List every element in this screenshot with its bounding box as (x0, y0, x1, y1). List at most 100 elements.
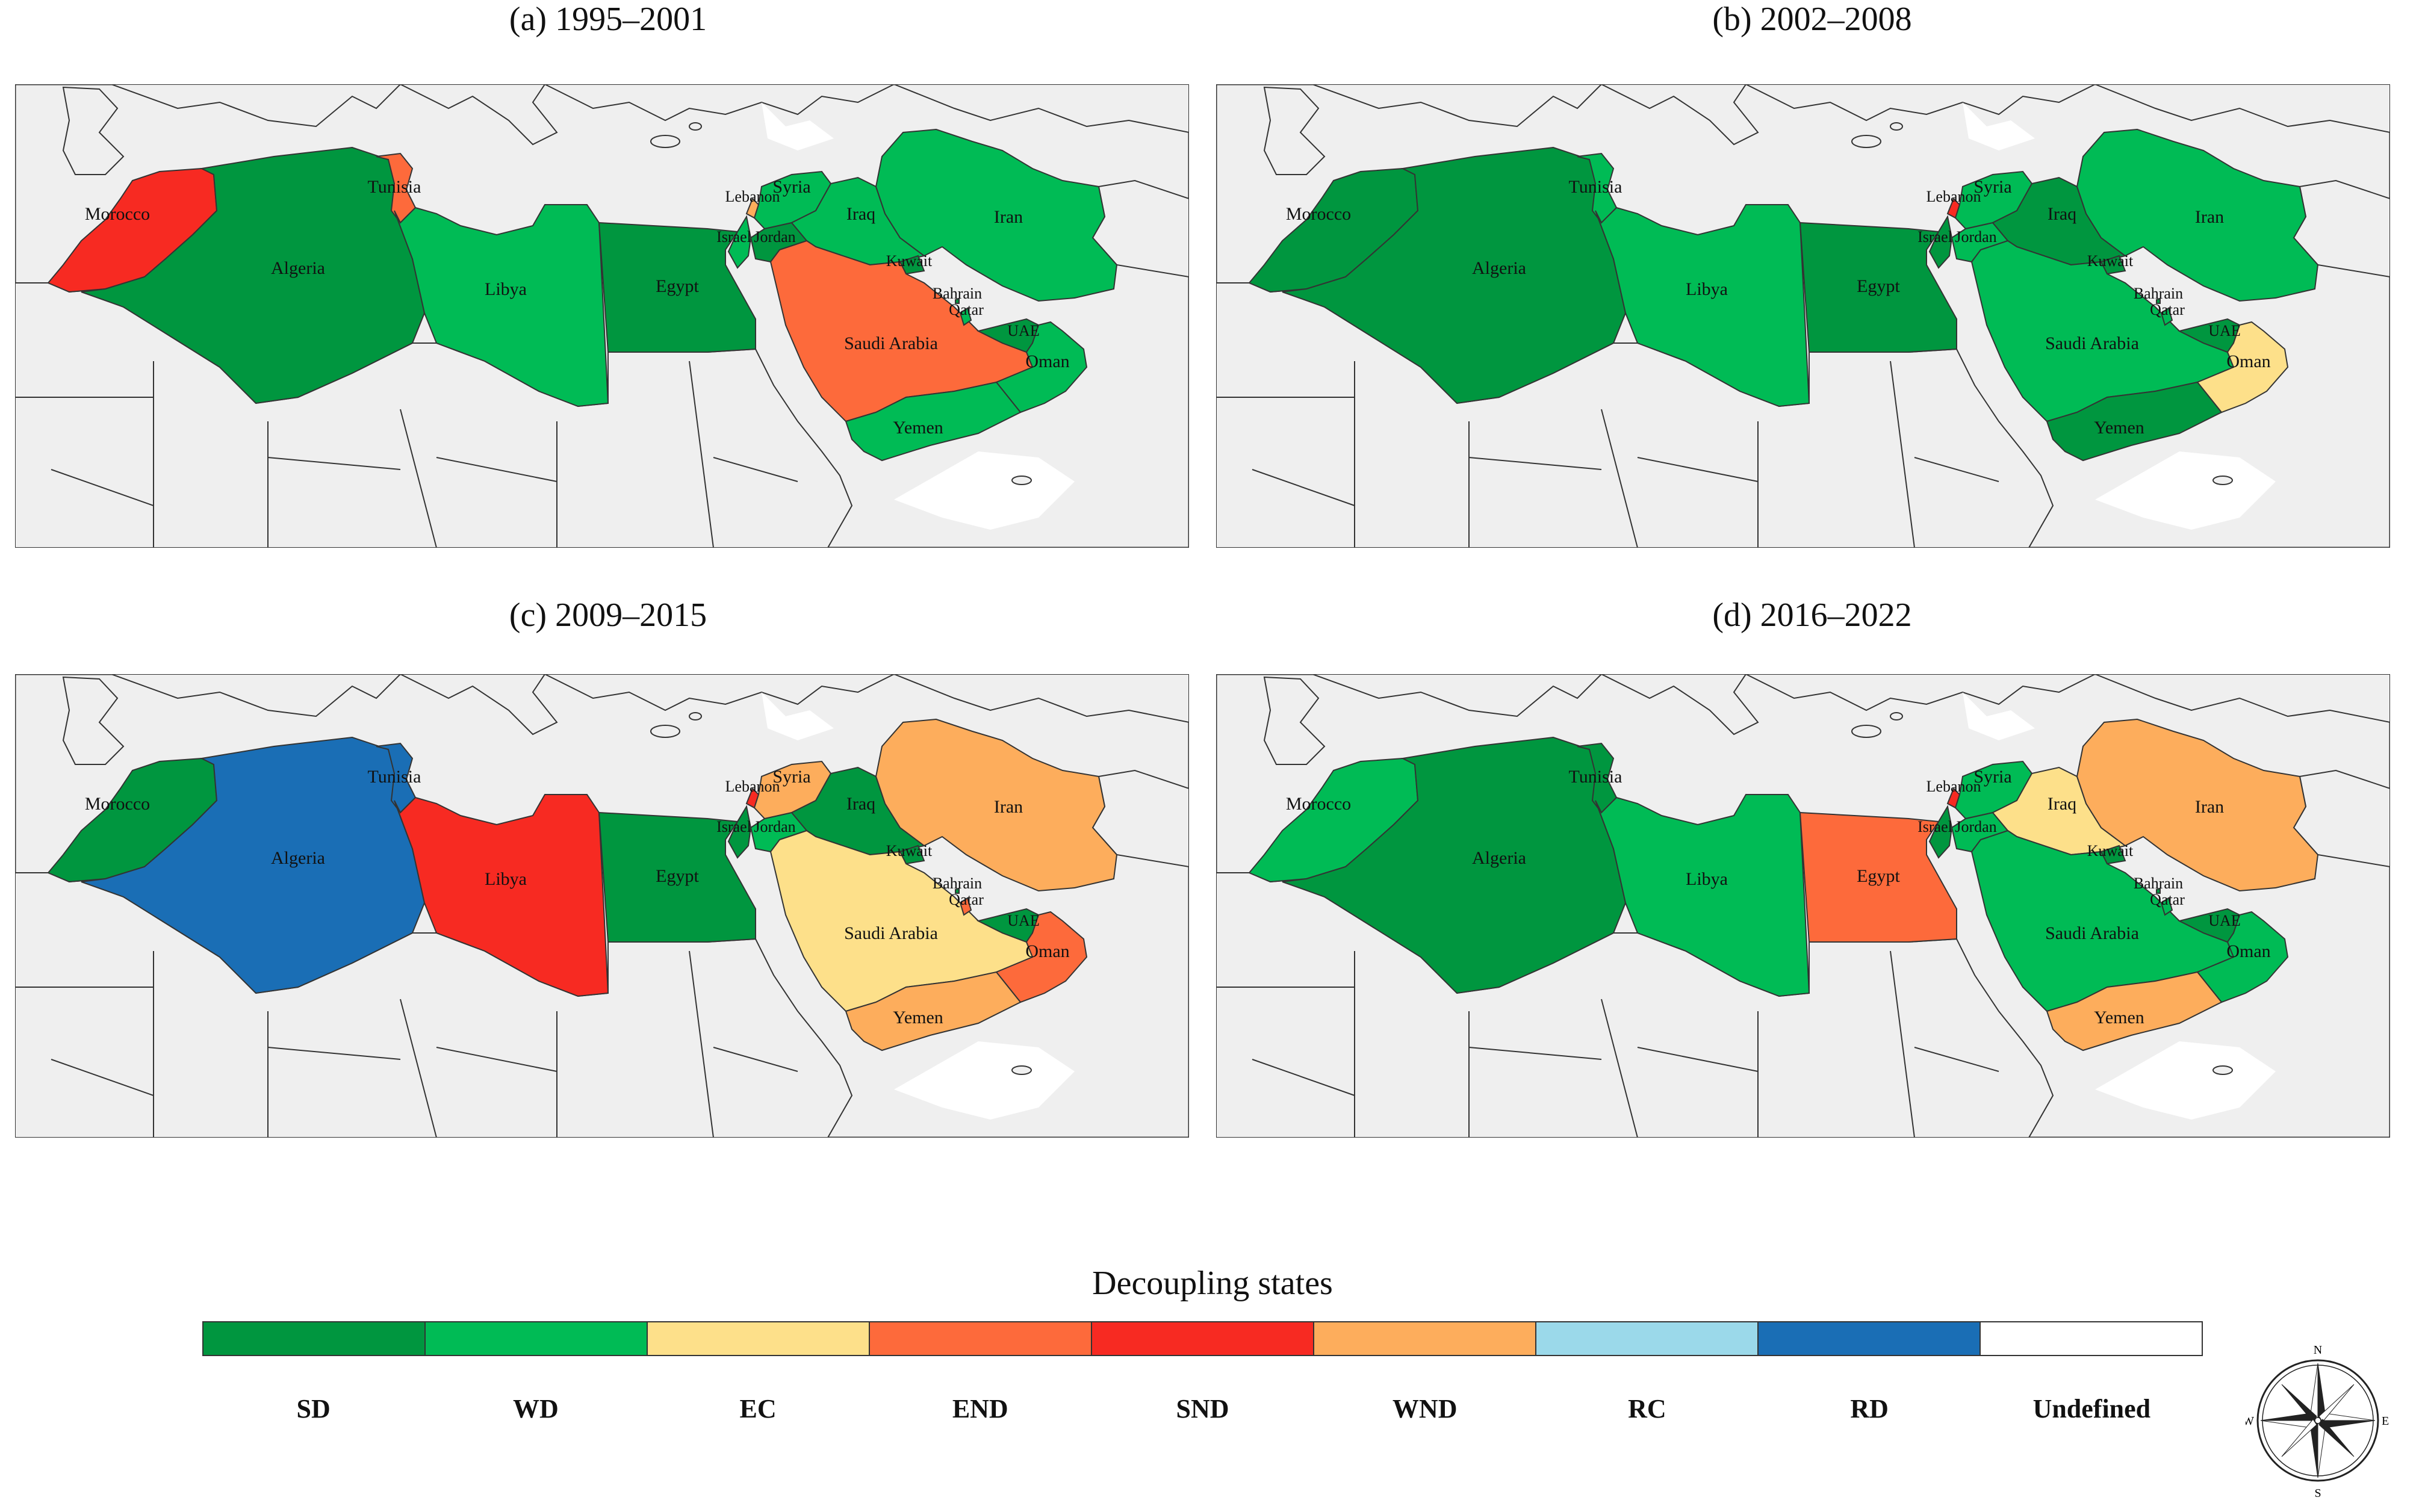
country-label-lebanon: Lebanon (1927, 778, 1981, 795)
country-label-jordan: Jordan (1955, 818, 1996, 835)
country-label-bahrain: Bahrain (933, 285, 982, 302)
country-label-israel: Israel (1917, 818, 1952, 835)
legend-swatch-wnd (1314, 1322, 1536, 1355)
country-bahrain (2156, 887, 2161, 894)
country-egypt (598, 222, 756, 353)
country-label-iran: Iran (994, 207, 1023, 227)
legend-label-undefined: Undefined (2032, 1394, 2151, 1424)
compass-rose-icon: N S E W (2243, 1339, 2390, 1502)
country-iran (875, 128, 1118, 302)
country-label-oman: Oman (2226, 352, 2270, 371)
panel-title-a: (a) 1995–2001 (509, 1, 707, 38)
country-label-kuwait: Kuwait (886, 842, 933, 860)
panel-title-d: (d) 2016–2022 (1712, 596, 1912, 634)
country-label-egypt: Egypt (656, 276, 699, 296)
legend-labels: SD WD EC END SND WND RC RD Undefined (202, 1393, 2203, 1424)
country-label-iraq: Iraq (2048, 204, 2076, 224)
compass-w-label: W (2246, 1414, 2254, 1428)
country-label-jordan: Jordan (754, 228, 795, 246)
country-label-libya: Libya (485, 869, 527, 889)
map-panel-a: Morocco Algeria Tunisia Libya Egypt Israel Leb… (15, 84, 1189, 548)
compass-s-label: S (2314, 1487, 2321, 1500)
country-label-saudi-arabia: Saudi Arabia (844, 333, 938, 353)
map-panel-c: Morocco Algeria Tunisia Libya Egypt Israel Leb… (15, 674, 1189, 1138)
country-label-uae: UAE (2208, 322, 2240, 339)
country-label-saudi-arabia: Saudi Arabia (2045, 923, 2139, 943)
country-label-lebanon: Lebanon (1927, 188, 1981, 205)
legend-title: Decoupling states (1092, 1265, 1333, 1302)
country-label-libya: Libya (1686, 869, 1728, 889)
country-qatar (2160, 307, 2173, 326)
legend-label-wd: WD (512, 1394, 559, 1424)
country-label-uae: UAE (1007, 322, 1039, 339)
country-label-tunisia: Tunisia (1569, 767, 1622, 787)
country-label-kuwait: Kuwait (2087, 842, 2134, 860)
country-label-qatar: Qatar (949, 301, 984, 318)
country-libya (394, 204, 609, 407)
legend-swatch-snd (1092, 1322, 1314, 1355)
legend-label-snd: SND (1176, 1394, 1229, 1424)
legend-label-wnd: WND (1392, 1394, 1458, 1424)
country-yemen (2046, 381, 2223, 462)
legend-label-rd: RD (1850, 1394, 1889, 1424)
country-label-jordan: Jordan (754, 818, 795, 835)
country-label-yemen: Yemen (2094, 418, 2144, 438)
legend-swatch-wd (426, 1322, 648, 1355)
country-label-iraq: Iraq (846, 794, 875, 814)
country-label-tunisia: Tunisia (368, 177, 421, 197)
legend-label-end: END (952, 1394, 1008, 1424)
country-label-qatar: Qatar (949, 891, 984, 908)
legend-swatch-rc (1536, 1322, 1759, 1355)
country-israel (1928, 805, 1953, 859)
country-libya (1595, 794, 1810, 997)
country-label-uae: UAE (2208, 912, 2240, 929)
country-israel (727, 215, 752, 269)
country-egypt (1799, 222, 1957, 353)
country-label-tunisia: Tunisia (1569, 177, 1622, 197)
country-iran (2076, 128, 2319, 302)
country-egypt (598, 811, 756, 943)
country-qatar (959, 307, 972, 326)
country-yemen (2046, 971, 2223, 1052)
country-israel (727, 805, 752, 859)
country-label-algeria: Algeria (271, 258, 325, 278)
country-label-egypt: Egypt (1857, 866, 1900, 886)
map-panel-b: Morocco Algeria Tunisia Libya Egypt Israel Leb… (1216, 84, 2390, 548)
country-label-oman: Oman (1025, 352, 1069, 371)
country-syria (753, 170, 832, 230)
country-label-yemen: Yemen (2094, 1008, 2144, 1027)
legend-swatch-end (870, 1322, 1092, 1355)
country-label-bahrain: Bahrain (2134, 285, 2183, 302)
country-libya (1595, 204, 1810, 407)
country-label-algeria: Algeria (1472, 258, 1526, 278)
country-israel (1928, 215, 1953, 269)
map-panel-d: Morocco Algeria Tunisia Libya Egypt Israel Leb… (1216, 674, 2390, 1138)
country-label-saudi-arabia: Saudi Arabia (2045, 333, 2139, 353)
country-label-israel: Israel (1917, 228, 1952, 246)
legend-swatch-undefined (1981, 1322, 2202, 1355)
country-label-algeria: Algeria (1472, 848, 1526, 868)
country-label-saudi-arabia: Saudi Arabia (844, 923, 938, 943)
country-label-qatar: Qatar (2150, 301, 2185, 318)
legend-color-bar (202, 1321, 2203, 1356)
legend-label-sd: SD (296, 1394, 331, 1424)
country-label-bahrain: Bahrain (933, 875, 982, 892)
country-label-oman: Oman (2226, 941, 2270, 961)
country-label-yemen: Yemen (893, 1008, 943, 1027)
country-syria (753, 760, 832, 820)
country-label-iran: Iran (994, 797, 1023, 817)
country-label-kuwait: Kuwait (886, 252, 933, 270)
country-label-bahrain: Bahrain (2134, 875, 2183, 892)
country-label-algeria: Algeria (271, 848, 325, 868)
country-label-lebanon: Lebanon (725, 188, 780, 205)
country-label-morocco: Morocco (1286, 794, 1351, 814)
country-label-iraq: Iraq (846, 204, 875, 224)
country-syria (1954, 170, 2033, 230)
country-label-yemen: Yemen (893, 418, 943, 438)
compass-e-label: E (2382, 1414, 2389, 1428)
country-label-morocco: Morocco (1286, 204, 1351, 224)
country-label-iraq: Iraq (2048, 794, 2076, 814)
panel-title-c: (c) 2009–2015 (509, 596, 707, 634)
country-label-kuwait: Kuwait (2087, 252, 2134, 270)
country-label-iran: Iran (2195, 797, 2224, 817)
